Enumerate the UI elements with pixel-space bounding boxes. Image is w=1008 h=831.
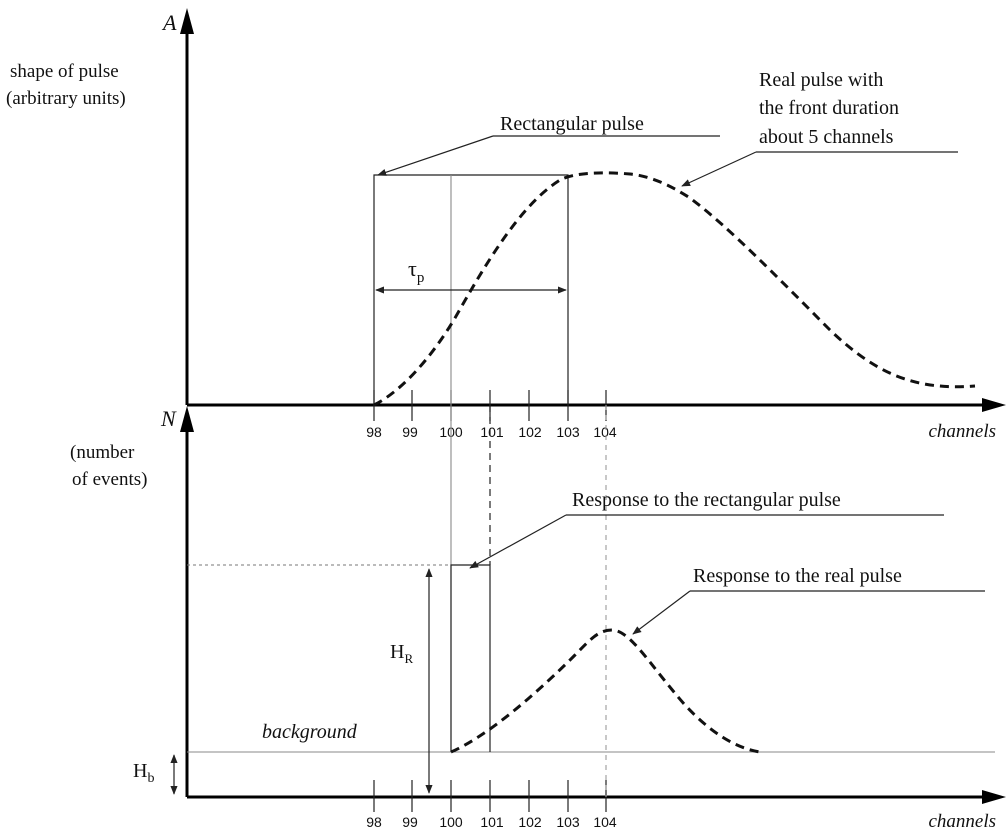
top-tick-label: 101 bbox=[480, 424, 504, 440]
bottom-tick-label: 99 bbox=[402, 814, 418, 830]
hb-symbol: Hb bbox=[133, 760, 154, 786]
background-label: background bbox=[262, 721, 358, 743]
bottom-y-axis-arrowhead bbox=[180, 406, 194, 432]
bottom-tick-label: 104 bbox=[593, 814, 617, 830]
bottom-panel: N (number of events) 98 99 100 101 102 1… bbox=[70, 405, 1006, 831]
hr-symbol: HR bbox=[390, 641, 413, 666]
top-tick-label: 103 bbox=[556, 424, 580, 440]
bottom-tick-label: 103 bbox=[556, 814, 580, 830]
bottom-x-axis-arrowhead bbox=[982, 790, 1006, 804]
real-pulse-label-line1: Real pulse with bbox=[759, 69, 883, 91]
rectangular-pulse-callout-leader bbox=[377, 135, 494, 176]
top-tick-label: 98 bbox=[366, 424, 382, 440]
rectangular-pulse bbox=[373, 174, 569, 405]
tau-p-symbol: τp bbox=[408, 256, 424, 286]
top-axis-symbol: A bbox=[161, 10, 177, 35]
bottom-axis-symbol: N bbox=[160, 406, 177, 431]
top-ylabel-line1: shape of pulse bbox=[10, 61, 119, 82]
real-response-label: Response to the real pulse bbox=[693, 565, 902, 587]
bottom-tick-label: 100 bbox=[439, 814, 463, 830]
bottom-ylabel-line2: of events) bbox=[72, 469, 147, 490]
top-y-axis-arrowhead bbox=[180, 8, 194, 34]
real-pulse-label-line3: about 5 channels bbox=[759, 126, 894, 148]
real-response-curve bbox=[450, 628, 761, 754]
top-ylabel-line2: (arbitrary units) bbox=[6, 88, 126, 109]
real-pulse-label-line2: the front duration bbox=[759, 97, 899, 119]
rect-response-callout-leader bbox=[469, 514, 567, 569]
real-response-callout-leader bbox=[632, 590, 691, 635]
real-pulse-callout-leader bbox=[681, 151, 757, 187]
rect-response-label: Response to the rectangular pulse bbox=[572, 489, 841, 511]
top-tick-labels: 98 99 100 101 102 103 104 bbox=[366, 424, 617, 440]
bottom-ylabel-line1: (number bbox=[70, 442, 135, 463]
top-tick-label: 102 bbox=[518, 424, 542, 440]
top-x-axis-arrowhead bbox=[982, 398, 1006, 412]
real-pulse-curve bbox=[373, 171, 976, 407]
bottom-tick-label: 102 bbox=[518, 814, 542, 830]
bottom-tick-labels: 98 99 100 101 102 103 104 bbox=[366, 814, 617, 830]
rectangular-pulse-label: Rectangular pulse bbox=[500, 113, 644, 135]
top-panel: A shape of pulse (arbitrary units) 98 99… bbox=[6, 8, 1006, 752]
top-tick-label: 99 bbox=[402, 424, 418, 440]
bottom-tick-label: 101 bbox=[480, 814, 504, 830]
top-xlabel: channels bbox=[928, 421, 996, 442]
bottom-xlabel: channels bbox=[928, 811, 996, 831]
bottom-tick-label: 98 bbox=[366, 814, 382, 830]
rectangular-response bbox=[450, 564, 491, 752]
top-tick-label: 104 bbox=[593, 424, 617, 440]
